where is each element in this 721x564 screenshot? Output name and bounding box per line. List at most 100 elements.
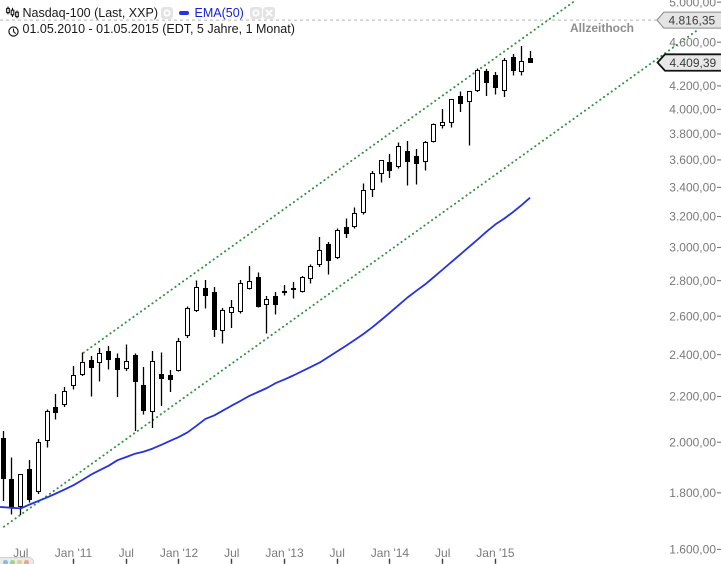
- y-tick-label: 2.600,00: [669, 309, 716, 323]
- x-tick-label: Jan '13: [265, 546, 304, 560]
- y-tick-label: 1.800,00: [669, 486, 716, 500]
- price-tag-4.409,39[interactable]: 4.409,39: [656, 53, 721, 72]
- ema-color-swatch: [179, 11, 189, 15]
- y-tick-label: 3.800,00: [669, 127, 716, 141]
- palette-dot-1[interactable]: [10, 559, 15, 564]
- y-tick-label: 3.600,00: [669, 153, 716, 167]
- candle-2015-02: [502, 58, 507, 97]
- x-icon: [265, 9, 273, 17]
- candle-2014-09: [458, 91, 463, 112]
- palette-dot-0[interactable]: [3, 559, 8, 564]
- candle-2014-12: [484, 69, 489, 96]
- candle-2011-04: [97, 348, 102, 382]
- x-tick-label: Jul: [119, 546, 134, 560]
- candle-2013-08: [344, 218, 349, 238]
- candle-2011-01: [71, 366, 76, 390]
- candle-2012-01: [176, 338, 181, 372]
- symbol-title: Nasdaq-100 (Last, XXP): [22, 5, 159, 20]
- ring-icon: [163, 9, 171, 17]
- date-range: 01.05.2010 - 01.05.2015 (EDT, 5 Jahre, 1…: [22, 22, 295, 36]
- candle-2012-04: [203, 280, 208, 309]
- candle-2010-08: [27, 460, 32, 503]
- ema-indicator-label: EMA(50): [194, 5, 244, 20]
- candle-2011-07: [124, 344, 129, 371]
- candle-2012-07: [229, 300, 234, 328]
- candle-2014-07: [440, 109, 445, 129]
- candle-2013-03: [300, 276, 305, 293]
- y-tick-label: 3.400,00: [669, 181, 716, 195]
- candle-2011-03: [89, 356, 94, 397]
- y-tick-label: 3.200,00: [669, 210, 716, 224]
- candle-2013-11: [370, 171, 375, 197]
- candle-2012-06: [220, 308, 225, 344]
- candle-2011-05: [106, 346, 111, 370]
- candle-2012-12: [273, 292, 278, 315]
- candle-2014-01: [387, 154, 392, 178]
- candle-2010-12: [62, 387, 67, 407]
- price-tag-4.816,35[interactable]: 4.816,35: [656, 11, 721, 29]
- channel-line-upper[interactable]: [82, 0, 578, 354]
- candle-2011-09: [141, 367, 146, 415]
- y-tick-label: 4.000,00: [669, 103, 716, 117]
- candle-2010-11: [53, 394, 58, 420]
- ema50-line[interactable]: [0, 197, 531, 510]
- x-tick-label: Jul: [435, 546, 450, 560]
- candle-2010-05: [1, 431, 6, 501]
- x-tick-label: Jan '14: [371, 546, 410, 560]
- y-tick-label: 1.600,00: [669, 543, 716, 557]
- candle-2012-08: [238, 280, 243, 314]
- y-tick-label: 4.600,00: [669, 35, 716, 49]
- candle-2015-01: [493, 72, 498, 95]
- candle-2013-10: [361, 183, 366, 215]
- candle-2010-10: [45, 409, 50, 448]
- candle-2013-07: [335, 228, 340, 259]
- candle-2011-11: [159, 352, 164, 406]
- palette-dot-2[interactable]: [17, 559, 22, 564]
- candle-2015-05: [528, 51, 533, 63]
- ema-settings-button[interactable]: [249, 7, 262, 19]
- candle-2011-08: [133, 353, 138, 431]
- candle-2012-10: [256, 272, 261, 308]
- clock-icon: [7, 24, 19, 42]
- candle-2012-03: [194, 280, 199, 312]
- y-tick-label: 2.400,00: [669, 348, 716, 362]
- candle-2013-01: [282, 285, 287, 296]
- ring-icon: [251, 9, 260, 17]
- candle-2014-08: [449, 99, 454, 128]
- y-tick-label: 2.200,00: [669, 390, 716, 404]
- candle-2012-11: [264, 296, 269, 334]
- candle-2012-09: [247, 266, 252, 290]
- x-tick-label: Jan '12: [160, 546, 199, 560]
- palette-dot-3[interactable]: [24, 559, 29, 564]
- candle-2011-12: [168, 370, 173, 392]
- candle-2014-03: [405, 141, 410, 186]
- color-palette-widget[interactable]: [0, 556, 34, 564]
- candle-2012-02: [185, 306, 190, 338]
- x-tick-label: Jan '11: [55, 546, 93, 560]
- symbol-settings-button[interactable]: [161, 7, 173, 19]
- candle-2013-02: [291, 282, 296, 299]
- ema-close-button[interactable]: [263, 7, 275, 19]
- channel-line-lower[interactable]: [3, 28, 700, 528]
- candles: [1, 46, 533, 515]
- candle-2014-05: [423, 141, 428, 171]
- y-tick-label: 2.800,00: [669, 274, 716, 288]
- x-tick-label: Jan '15: [476, 546, 515, 560]
- candle-2013-09: [352, 207, 357, 229]
- y-tick-label: 5.000,00: [669, 0, 716, 9]
- candle-2013-12: [379, 160, 384, 183]
- candle-2012-05: [212, 287, 217, 337]
- candle-2011-02: [80, 352, 85, 376]
- y-tick-label: 4.200,00: [669, 79, 716, 93]
- y-tick-label: 2.000,00: [669, 435, 716, 449]
- x-tick-label: Jul: [330, 546, 345, 560]
- candle-2014-02: [396, 142, 401, 169]
- price-tag-label: 4.816,35: [669, 13, 716, 27]
- candle-2013-05: [317, 237, 322, 267]
- candle-2013-04: [308, 264, 313, 284]
- candle-2013-06: [326, 242, 331, 275]
- price-tag-label: 4.409,39: [670, 56, 717, 70]
- candle-2010-06: [9, 457, 14, 515]
- candle-2014-11: [475, 68, 480, 92]
